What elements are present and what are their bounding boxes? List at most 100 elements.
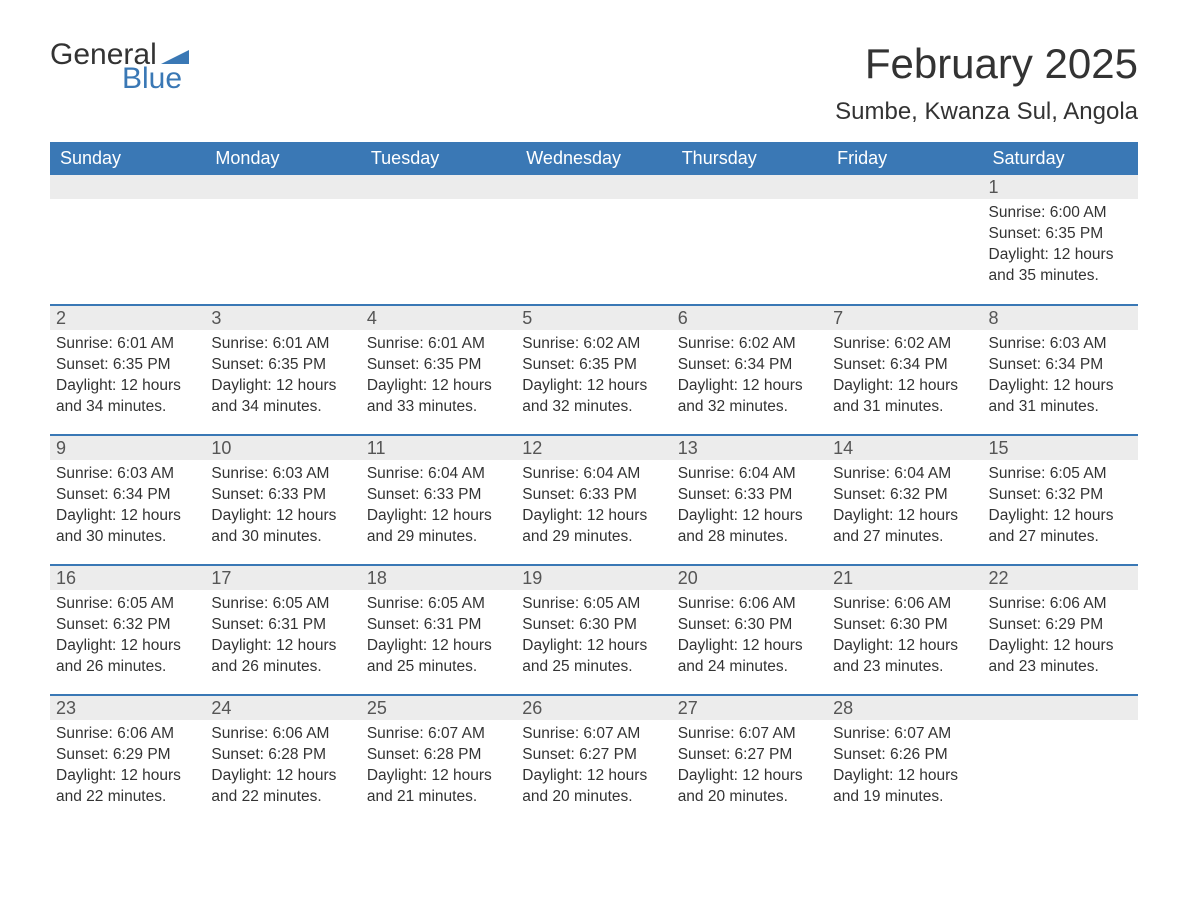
day-number: 2 (50, 306, 205, 330)
sunset-text: Sunset: 6:30 PM (833, 615, 976, 636)
calendar-day-cell: 12Sunrise: 6:04 AMSunset: 6:33 PMDayligh… (516, 435, 671, 565)
day-number (205, 175, 360, 199)
day-details: Sunrise: 6:06 AMSunset: 6:28 PMDaylight:… (205, 720, 360, 812)
sunset-text: Sunset: 6:26 PM (833, 745, 976, 766)
calendar-empty-cell (983, 695, 1138, 825)
day-details: Sunrise: 6:04 AMSunset: 6:32 PMDaylight:… (827, 460, 982, 552)
calendar-empty-cell (827, 175, 982, 305)
sunrise-text: Sunrise: 6:05 AM (989, 464, 1132, 485)
day-details: Sunrise: 6:04 AMSunset: 6:33 PMDaylight:… (516, 460, 671, 552)
sunrise-text: Sunrise: 6:03 AM (56, 464, 199, 485)
calendar-day-cell: 2Sunrise: 6:01 AMSunset: 6:35 PMDaylight… (50, 305, 205, 435)
day-details: Sunrise: 6:02 AMSunset: 6:34 PMDaylight:… (672, 330, 827, 422)
day-number: 8 (983, 306, 1138, 330)
calendar-day-cell: 27Sunrise: 6:07 AMSunset: 6:27 PMDayligh… (672, 695, 827, 825)
sunset-text: Sunset: 6:33 PM (678, 485, 821, 506)
sunrise-text: Sunrise: 6:06 AM (678, 594, 821, 615)
day-details: Sunrise: 6:04 AMSunset: 6:33 PMDaylight:… (361, 460, 516, 552)
day-details: Sunrise: 6:05 AMSunset: 6:32 PMDaylight:… (983, 460, 1138, 552)
day-details: Sunrise: 6:06 AMSunset: 6:29 PMDaylight:… (983, 590, 1138, 682)
weekday-header: Sunday (50, 142, 205, 175)
calendar-day-cell: 4Sunrise: 6:01 AMSunset: 6:35 PMDaylight… (361, 305, 516, 435)
daylight-text: Daylight: 12 hours and 35 minutes. (989, 245, 1132, 287)
sunrise-text: Sunrise: 6:05 AM (56, 594, 199, 615)
day-details (983, 720, 1138, 728)
sunrise-text: Sunrise: 6:07 AM (367, 724, 510, 745)
sunrise-text: Sunrise: 6:02 AM (522, 334, 665, 355)
day-details (516, 199, 671, 207)
calendar-day-cell: 17Sunrise: 6:05 AMSunset: 6:31 PMDayligh… (205, 565, 360, 695)
day-details: Sunrise: 6:03 AMSunset: 6:34 PMDaylight:… (983, 330, 1138, 422)
calendar-week-row: 1Sunrise: 6:00 AMSunset: 6:35 PMDaylight… (50, 175, 1138, 305)
daylight-text: Daylight: 12 hours and 31 minutes. (833, 376, 976, 418)
day-details: Sunrise: 6:02 AMSunset: 6:35 PMDaylight:… (516, 330, 671, 422)
day-number (672, 175, 827, 199)
calendar-day-cell: 26Sunrise: 6:07 AMSunset: 6:27 PMDayligh… (516, 695, 671, 825)
daylight-text: Daylight: 12 hours and 26 minutes. (211, 636, 354, 678)
day-number (361, 175, 516, 199)
calendar-week-row: 9 Sunrise: 6:03 AMSunset: 6:34 PM Daylight… (50, 435, 1138, 565)
sunset-text: Sunset: 6:31 PM (211, 615, 354, 636)
calendar-empty-cell (516, 175, 671, 305)
day-details: Sunrise: 6:00 AMSunset: 6:35 PMDaylight:… (983, 199, 1138, 291)
day-number: 14 (827, 436, 982, 460)
day-number: 22 (983, 566, 1138, 590)
day-number (516, 175, 671, 199)
sunset-text: Sunset: 6:33 PM (367, 485, 510, 506)
calendar-day-cell: 5Sunrise: 6:02 AMSunset: 6:35 PMDaylight… (516, 305, 671, 435)
sunset-text: Sunset: 6:34 PM (56, 485, 199, 506)
calendar-day-cell: 9Sunrise: 6:03 AMSunset: 6:34 PMDaylight… (50, 435, 205, 565)
daylight-text: Daylight: 12 hours and 22 minutes. (211, 766, 354, 808)
day-number: 19 (516, 566, 671, 590)
sunset-text: Sunset: 6:32 PM (833, 485, 976, 506)
sunrise-text: Sunrise: 6:01 AM (211, 334, 354, 355)
day-details (205, 199, 360, 207)
day-number (50, 175, 205, 199)
day-number (983, 696, 1138, 720)
calendar-week-row: 2 Sunrise: 6:01 AMSunset: 6:35 PM Daylight… (50, 305, 1138, 435)
day-details (50, 199, 205, 207)
sunrise-text: Sunrise: 6:03 AM (989, 334, 1132, 355)
sunrise-text: Sunrise: 6:05 AM (367, 594, 510, 615)
sunset-text: Sunset: 6:28 PM (211, 745, 354, 766)
day-details: Sunrise: 6:02 AMSunset: 6:34 PMDaylight:… (827, 330, 982, 422)
weekday-header-row: SundayMondayTuesdayWednesdayThursdayFrid… (50, 142, 1138, 175)
day-number: 4 (361, 306, 516, 330)
day-details (361, 199, 516, 207)
day-details: Sunrise: 6:07 AMSunset: 6:27 PMDaylight:… (516, 720, 671, 812)
day-number (827, 175, 982, 199)
daylight-text: Daylight: 12 hours and 29 minutes. (367, 506, 510, 548)
calendar-day-cell: 25Sunrise: 6:07 AMSunset: 6:28 PMDayligh… (361, 695, 516, 825)
day-number: 16 (50, 566, 205, 590)
daylight-text: Daylight: 12 hours and 30 minutes. (211, 506, 354, 548)
weekday-header: Tuesday (361, 142, 516, 175)
sunrise-text: Sunrise: 6:06 AM (989, 594, 1132, 615)
calendar-day-cell: 8Sunrise: 6:03 AMSunset: 6:34 PMDaylight… (983, 305, 1138, 435)
daylight-text: Daylight: 12 hours and 32 minutes. (678, 376, 821, 418)
day-details: Sunrise: 6:03 AMSunset: 6:33 PMDaylight:… (205, 460, 360, 552)
daylight-text: Daylight: 12 hours and 27 minutes. (989, 506, 1132, 548)
calendar-table: SundayMondayTuesdayWednesdayThursdayFrid… (50, 142, 1138, 825)
sunrise-text: Sunrise: 6:04 AM (522, 464, 665, 485)
sunset-text: Sunset: 6:35 PM (989, 224, 1132, 245)
day-number: 9 (50, 436, 205, 460)
day-number: 18 (361, 566, 516, 590)
calendar-week-row: 16Sunrise: 6:05 AMSunset: 6:32 PMDayligh… (50, 565, 1138, 695)
header: General Blue February 2025 Sumbe, Kwanza… (50, 40, 1138, 126)
daylight-text: Daylight: 12 hours and 19 minutes. (833, 766, 976, 808)
calendar-day-cell: 16Sunrise: 6:05 AMSunset: 6:32 PMDayligh… (50, 565, 205, 695)
daylight-text: Daylight: 12 hours and 29 minutes. (522, 506, 665, 548)
sunrise-text: Sunrise: 6:07 AM (833, 724, 976, 745)
day-number: 6 (672, 306, 827, 330)
sunset-text: Sunset: 6:27 PM (522, 745, 665, 766)
calendar-week-row: 23Sunrise: 6:06 AMSunset: 6:29 PMDayligh… (50, 695, 1138, 825)
sunset-text: Sunset: 6:35 PM (211, 355, 354, 376)
calendar-day-cell: 19Sunrise: 6:05 AMSunset: 6:30 PMDayligh… (516, 565, 671, 695)
sunrise-text: Sunrise: 6:05 AM (211, 594, 354, 615)
daylight-text: Daylight: 12 hours and 22 minutes. (56, 766, 199, 808)
sunrise-text: Sunrise: 6:06 AM (211, 724, 354, 745)
sunrise-text: Sunrise: 6:06 AM (833, 594, 976, 615)
day-number: 15 (983, 436, 1138, 460)
sunrise-text: Sunrise: 6:04 AM (367, 464, 510, 485)
daylight-text: Daylight: 12 hours and 24 minutes. (678, 636, 821, 678)
